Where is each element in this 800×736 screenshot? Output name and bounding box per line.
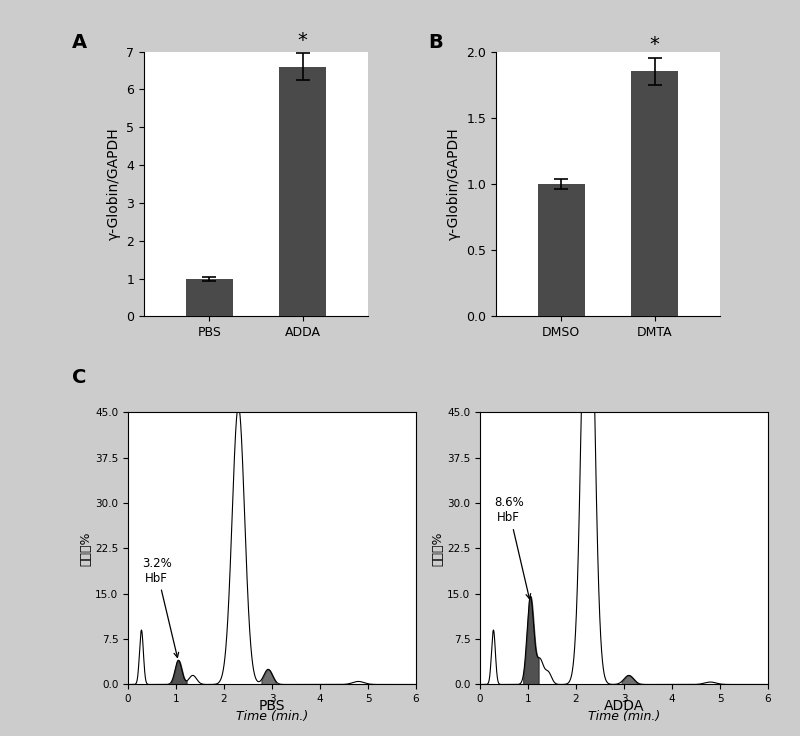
Bar bbox=[631, 71, 678, 316]
Y-axis label: 珠蛋白%: 珠蛋白% bbox=[431, 531, 444, 565]
Text: ADDA: ADDA bbox=[604, 699, 644, 713]
Bar bbox=[538, 184, 585, 316]
X-axis label: Time (min.): Time (min.) bbox=[236, 710, 308, 723]
Y-axis label: γ-Globin/GAPDH: γ-Globin/GAPDH bbox=[446, 127, 461, 241]
X-axis label: Time (min.): Time (min.) bbox=[588, 710, 660, 723]
Text: B: B bbox=[428, 33, 442, 52]
Text: 8.6%
HbF: 8.6% HbF bbox=[494, 496, 530, 598]
Text: 3.2%
HbF: 3.2% HbF bbox=[142, 556, 178, 657]
Text: PBS: PBS bbox=[258, 699, 286, 713]
Y-axis label: γ-Globin/GAPDH: γ-Globin/GAPDH bbox=[106, 127, 121, 241]
Y-axis label: 珠蛋白%: 珠蛋白% bbox=[79, 531, 92, 565]
Text: C: C bbox=[72, 368, 86, 387]
Text: A: A bbox=[72, 33, 87, 52]
Bar bbox=[186, 279, 233, 316]
Bar bbox=[279, 67, 326, 316]
Text: *: * bbox=[650, 35, 660, 54]
Text: *: * bbox=[298, 31, 308, 49]
